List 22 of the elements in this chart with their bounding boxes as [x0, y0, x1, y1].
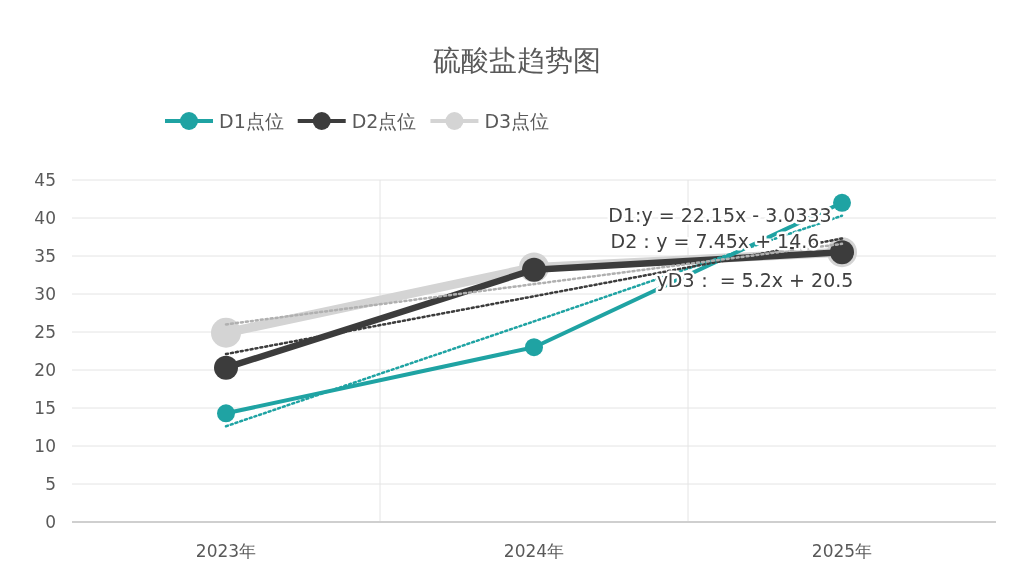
y-tick-label: 45 [34, 170, 56, 190]
point [217, 404, 235, 423]
chart-title: 硫酸盐趋势图 [433, 44, 601, 77]
y-tick-label: 10 [34, 436, 56, 456]
point [833, 193, 851, 212]
y-tick-label: 20 [34, 360, 56, 380]
legend-label: D2点位 [351, 110, 417, 132]
y-tick-label: 35 [34, 246, 56, 266]
y-tick-label: 0 [45, 512, 56, 532]
x-tick-label: 2023年 [195, 541, 257, 561]
x-tick-label: 2024年 [503, 541, 565, 561]
legend-label: D1点位 [219, 110, 284, 132]
x-tick-label: 2025年 [811, 541, 873, 561]
legend-label: D3点位 [484, 110, 550, 132]
point [214, 355, 238, 380]
y-tick-label: 5 [45, 474, 56, 494]
point [525, 338, 543, 357]
y-tick-label: 25 [34, 322, 56, 342]
y-tick-label: 15 [34, 398, 56, 418]
y-tick-label: 30 [34, 284, 56, 304]
point [211, 317, 241, 348]
y-tick-label: 40 [34, 208, 56, 228]
